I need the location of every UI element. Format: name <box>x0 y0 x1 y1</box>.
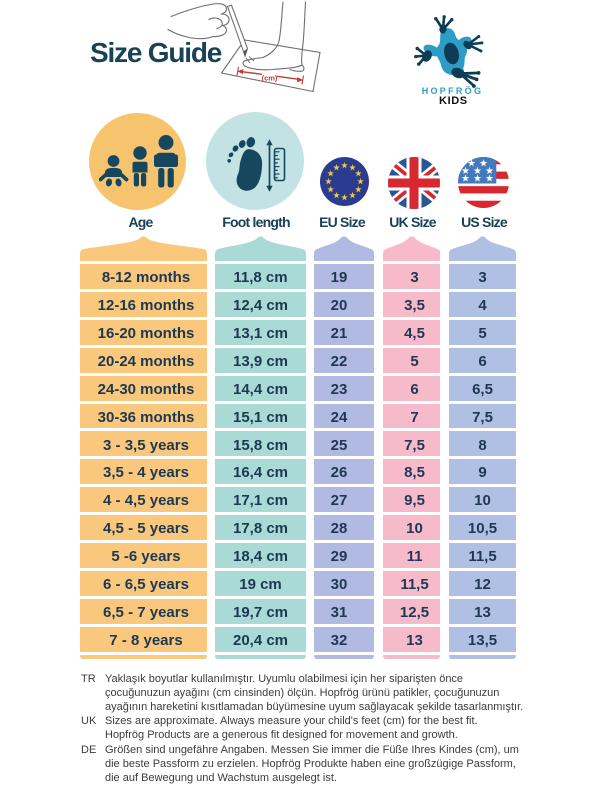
svg-text:(cm): (cm) <box>262 74 278 83</box>
svg-text:KIDS: KIDS <box>439 95 468 107</box>
svg-text:HOPFRÖG: HOPFRÖG <box>422 86 484 96</box>
